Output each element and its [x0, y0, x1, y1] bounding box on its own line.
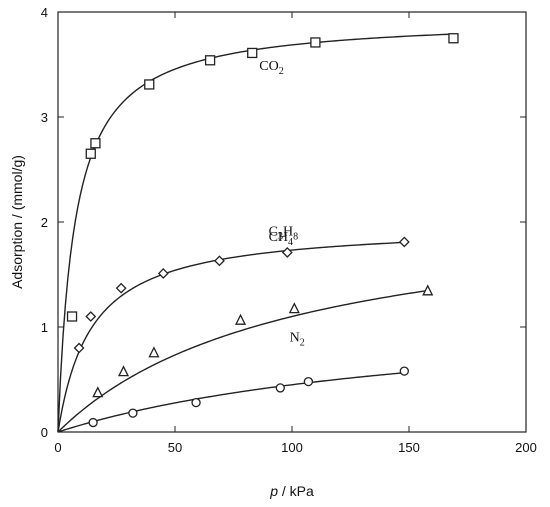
- data-point-ch4: [148, 346, 160, 358]
- data-point-c3h8: [214, 255, 225, 267]
- data-point-ch4: [288, 302, 300, 314]
- data-point-co2: [448, 33, 459, 44]
- data-point-co2: [204, 55, 216, 66]
- y-tick-label: 1: [41, 320, 48, 335]
- fit-curve-ch4: [57, 289, 428, 433]
- data-point-ch4: [117, 365, 130, 377]
- data-point-c3h8: [398, 236, 410, 248]
- data-point-c3h8: [281, 247, 293, 258]
- fit-curves: [57, 33, 454, 433]
- fit-curve-co2: [57, 33, 454, 433]
- data-point-c3h8: [73, 342, 85, 354]
- data-point-co2: [85, 148, 96, 159]
- data-point-c3h8: [157, 268, 169, 279]
- data-point-n2: [88, 417, 98, 428]
- y-tick-label: 3: [41, 110, 48, 125]
- y-tick-label: 0: [41, 425, 48, 440]
- y-axis-title: Adsorption / (mmol/g): [9, 155, 25, 289]
- data-points: [66, 33, 459, 428]
- axis-ticks: 0 50 100 150 200 0 1 2 3 4: [41, 5, 537, 455]
- fit-curve-n2: [57, 372, 405, 433]
- data-point-n2: [191, 397, 201, 408]
- data-point-co2: [247, 47, 258, 59]
- data-point-n2: [275, 383, 285, 393]
- x-tick-label: 50: [168, 440, 182, 455]
- data-point-ch4: [422, 284, 434, 296]
- series-label-c3h8: C3H8: [269, 225, 298, 243]
- series-label-n2: N2: [290, 331, 305, 349]
- data-point-co2: [144, 79, 155, 90]
- data-point-co2: [310, 37, 321, 48]
- y-tick-label: 4: [41, 5, 48, 20]
- plot-frame: [57, 11, 527, 433]
- data-point-n2: [128, 408, 138, 418]
- data-point-n2: [399, 366, 409, 376]
- x-axis-title: p / kPa: [269, 483, 314, 499]
- x-axis-variable: p: [269, 483, 278, 499]
- data-point-c3h8: [85, 311, 97, 322]
- data-point-c3h8: [115, 282, 127, 294]
- data-point-co2: [90, 138, 101, 149]
- data-point-n2: [303, 376, 314, 387]
- data-point-ch4: [92, 386, 104, 398]
- x-tick-label: 150: [398, 440, 420, 455]
- x-tick-label: 0: [54, 440, 61, 455]
- y-tick-label: 2: [41, 215, 48, 230]
- data-point-ch4: [234, 313, 247, 325]
- series-label-co2: CO2: [259, 59, 283, 77]
- data-point-co2: [66, 311, 78, 322]
- series-label-ch4: CH4: [269, 230, 293, 248]
- x-tick-label: 100: [281, 440, 303, 455]
- fit-curve-c3h8: [57, 241, 405, 433]
- x-tick-label: 200: [515, 440, 537, 455]
- x-axis-unit: / kPa: [278, 483, 314, 499]
